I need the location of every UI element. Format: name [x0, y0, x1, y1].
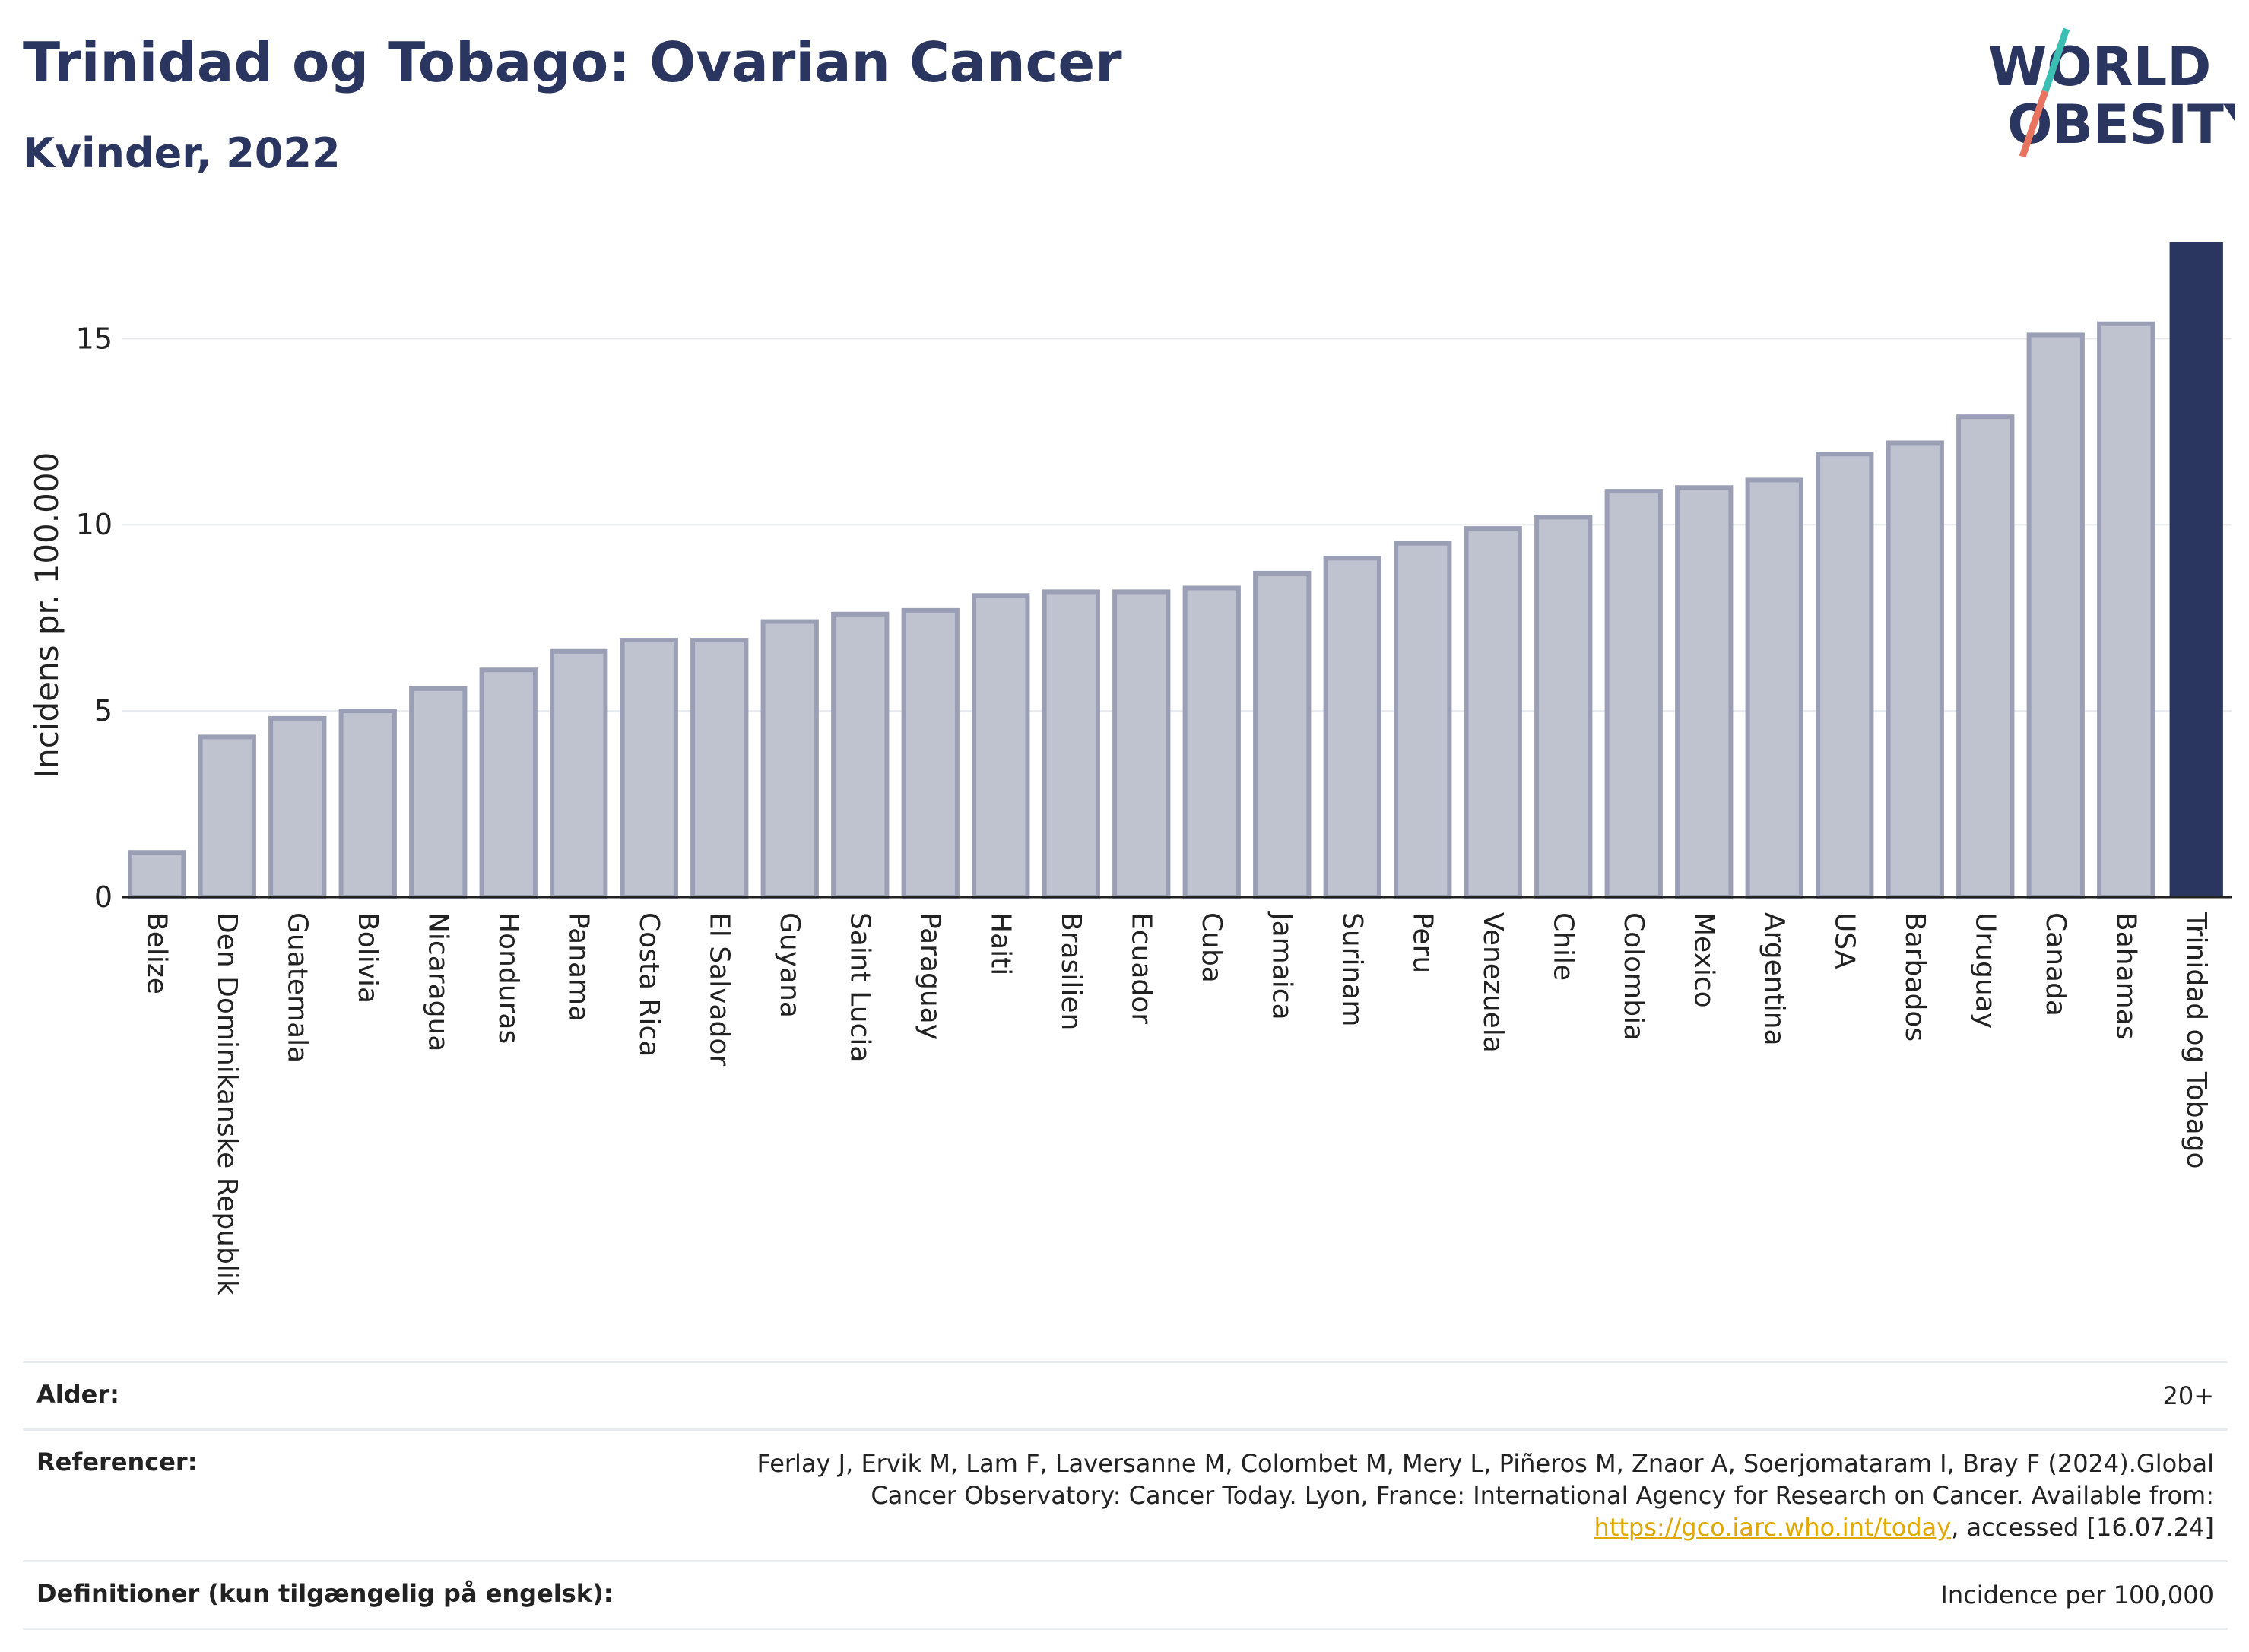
y-tick-label: 5: [94, 694, 113, 728]
bar: [1816, 452, 1874, 899]
category-label: El Salvador: [703, 912, 734, 1066]
bar: [198, 734, 256, 899]
category-labels: Belize Den Dominikanske Republik Guatemala…: [141, 911, 2212, 1295]
bar: [268, 715, 327, 900]
references-value: Ferlay J, Ervik M, Lam F, Laversanne M, …: [693, 1447, 2214, 1543]
category-label: Colombia: [1618, 912, 1649, 1041]
chart-title: Trinidad og Tobago: Ovarian Cancer: [23, 30, 1122, 94]
bar: [1604, 489, 1663, 899]
category-label: Peru: [1407, 912, 1438, 973]
bar: [1323, 556, 1381, 899]
bar: [1182, 585, 1241, 899]
age-label: Alder:: [36, 1380, 119, 1409]
references-tail: , accessed [16.07.24]: [1951, 1513, 2214, 1542]
category-label: Guatemala: [281, 912, 312, 1063]
y-axis-label: Incidens pr. 100.000: [28, 452, 65, 778]
logo-text-obesity: OBESITY: [2007, 94, 2235, 156]
logo-teal-stroke: [2041, 27, 2070, 93]
logo-text-world: WORLD: [1988, 36, 2211, 98]
category-label: Venezuela: [1477, 912, 1508, 1053]
definitions-label: Definitioner (kun tilgængelig på engelsk…: [36, 1579, 614, 1608]
category-label: USA: [1829, 912, 1860, 969]
category-label: Panama: [563, 912, 594, 1022]
bar: [1253, 570, 1312, 899]
footer-table: Alder: 20+ Referencer: Ferlay J, Ervik M…: [23, 1361, 2228, 1630]
category-label: Surinam: [1337, 912, 1368, 1026]
bar: [2026, 332, 2085, 899]
category-label: Paraguay: [915, 912, 946, 1040]
category-label: Costa Rica: [633, 912, 665, 1057]
y-axis-ticks: 0 5 10 15: [76, 322, 113, 914]
bar: [1745, 477, 1803, 899]
bar: [972, 593, 1030, 900]
category-label: Honduras: [493, 912, 524, 1044]
category-label: Ecuador: [1125, 912, 1156, 1024]
bar: [2097, 321, 2155, 899]
category-label: Nicaragua: [422, 912, 453, 1051]
world-obesity-logo: WORLD OBESITY: [1988, 27, 2235, 158]
category-label: Brasilien: [1055, 912, 1086, 1030]
chart-subtitle: Kvinder, 2022: [23, 129, 341, 177]
footer-row-references: Referencer: Ferlay J, Ervik M, Lam F, La…: [23, 1428, 2228, 1560]
category-label: Barbados: [1899, 912, 1930, 1042]
bar: [2169, 242, 2223, 897]
bar: [1675, 485, 1734, 899]
age-value: 20+: [2162, 1381, 2214, 1410]
bar: [479, 667, 538, 899]
category-label: Jamaica: [1266, 911, 1297, 1020]
bars: [128, 242, 2223, 900]
bar: [831, 611, 890, 899]
bar: [1394, 541, 1452, 899]
category-label: Canada: [2040, 912, 2071, 1016]
definitions-value: Incidence per 100,000: [1940, 1581, 2214, 1609]
footer-row-definitions: Definitioner (kun tilgængelig på engelsk…: [23, 1560, 2228, 1630]
bar: [901, 607, 960, 899]
category-label: Cuba: [1196, 912, 1227, 983]
bar: [620, 638, 678, 899]
bar-chart: 0 5 10 15 Belize Den Dominikanske Republik Gu…: [28, 242, 2232, 1295]
references-text: Ferlay J, Ervik M, Lam F, Laversanne M, …: [757, 1449, 2214, 1510]
logo-coral-stroke: [2019, 90, 2049, 158]
category-label: Bahamas: [2110, 912, 2141, 1040]
bar: [338, 709, 397, 900]
category-label: Mexico: [1688, 912, 1719, 1008]
bar: [1112, 589, 1171, 899]
footer-row-age: Alder: 20+: [23, 1361, 2228, 1428]
y-tick-label: 0: [94, 880, 113, 914]
bar: [128, 850, 186, 900]
bar: [760, 619, 819, 899]
bar: [550, 648, 608, 899]
category-label: Haiti: [985, 912, 1016, 975]
grid-lines: [122, 338, 2232, 712]
category-label: Belize: [141, 912, 172, 994]
bar: [1042, 589, 1100, 899]
bar: [690, 638, 749, 899]
bar: [1886, 440, 1944, 899]
category-label: Trinidad og Tobago: [2181, 912, 2212, 1169]
category-label: Saint Lucia: [844, 912, 875, 1062]
category-label: Uruguay: [1969, 912, 2000, 1029]
bar: [1464, 526, 1522, 899]
references-link[interactable]: https://gco.iarc.who.int/today: [1594, 1513, 1952, 1542]
category-label: Chile: [1547, 912, 1578, 981]
category-label: Bolivia: [352, 912, 383, 1004]
category-label: Den Dominikanske Republik: [211, 912, 243, 1295]
bar: [1956, 414, 2015, 899]
y-tick-label: 10: [76, 508, 113, 541]
category-label: Argentina: [1759, 912, 1790, 1046]
references-label: Referencer:: [36, 1447, 198, 1476]
category-label: Guyana: [774, 912, 805, 1018]
bar: [1534, 515, 1593, 899]
y-tick-label: 15: [76, 322, 113, 355]
bar: [409, 686, 468, 900]
